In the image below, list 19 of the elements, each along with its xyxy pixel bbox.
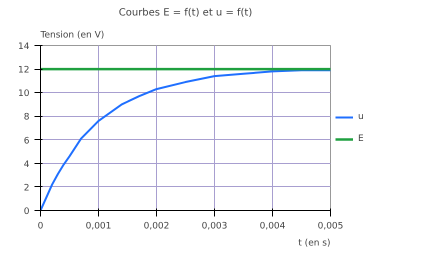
chart-title: Courbes E = f(t) et u = f(t) — [118, 8, 252, 18]
x-tick-label: 0,001 — [86, 222, 112, 232]
y-tick-label: 6 — [24, 136, 30, 146]
y-tick-label: 10 — [18, 89, 30, 100]
y-tick-label: 2 — [24, 183, 30, 194]
y-tick-label: 12 — [18, 66, 30, 76]
legend-label: E — [358, 134, 365, 144]
y-tick-label: 8 — [24, 112, 30, 123]
y-tick-label: 4 — [24, 160, 30, 170]
x-tick-label: 0,005 — [318, 222, 344, 232]
x-tick-label: 0 — [38, 222, 44, 232]
y-axis-title: Tension (en V) — [40, 30, 104, 40]
x-tick-label: 0,002 — [144, 222, 170, 232]
legend-label: u — [358, 112, 365, 122]
y-tick-label: 14 — [18, 42, 30, 52]
y-tick-label: 0 — [24, 207, 30, 217]
x-tick-label: 0,004 — [260, 222, 286, 232]
x-tick-label: 0,003 — [202, 222, 228, 232]
x-axis-title: t (en s) — [298, 238, 330, 248]
